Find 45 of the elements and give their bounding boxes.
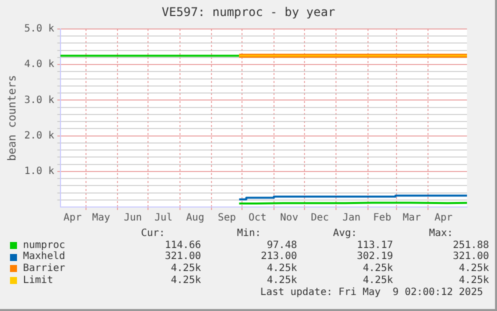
legend-label: Limit: [23, 274, 54, 287]
x-tick-label: Jan: [342, 212, 361, 224]
text: Last update: Fri May 9 02:00:12 2025: [260, 287, 483, 298]
text: Max:: [428, 228, 454, 240]
y-tick-label: 2.0 k: [24, 130, 54, 142]
y-tick-label: 5.0 k: [24, 24, 54, 35]
text: 4.25k: [362, 274, 393, 287]
x-tick-label: Mar: [402, 212, 421, 224]
x-tick-label: Nov: [280, 212, 298, 224]
text: 114.66: [164, 240, 201, 252]
text: 97.48: [266, 240, 297, 252]
y-axis-title: bean counters: [5, 74, 18, 162]
x-tick-label: Sep: [218, 212, 236, 224]
text: 321.00: [452, 251, 489, 263]
text: Avg:: [332, 228, 358, 240]
text: 113.17: [356, 240, 393, 252]
text: 4.25k: [362, 263, 393, 275]
text: Cur:: [140, 228, 166, 240]
text: 251.88: [452, 240, 489, 252]
x-tick-label: Apr: [434, 212, 453, 224]
x-tick-label: Aug: [186, 212, 204, 224]
text: 213.00: [260, 251, 297, 263]
text: 4.25k: [266, 263, 297, 275]
text: 4.25k: [170, 274, 201, 287]
text: 4.25k: [458, 263, 489, 275]
y-tick-label: 3.0 k: [24, 94, 54, 106]
legend-label: Barrier: [23, 263, 66, 275]
y-tick-label: 1.0 k: [24, 166, 54, 177]
text: 302.19: [356, 251, 393, 263]
x-tick-label: Jul: [154, 212, 173, 224]
x-tick-label: Oct: [248, 212, 267, 224]
x-tick-label: Jun: [124, 212, 142, 224]
legend-label: Maxheld: [23, 251, 66, 263]
text: 4.25k: [266, 274, 297, 287]
x-tick-label: Apr: [64, 212, 82, 224]
text: 321.00: [164, 251, 201, 263]
chart-title: VE597: numproc - by year: [160, 5, 336, 19]
x-tick-label: May: [92, 212, 110, 224]
x-tick-label: Dec: [310, 212, 329, 224]
text: 4.25k: [170, 263, 201, 275]
legend-label: numproc: [23, 240, 66, 251]
text: 4.25k: [458, 274, 489, 287]
y-tick-label: 4.0 k: [24, 59, 54, 70]
text: Min:: [236, 228, 262, 240]
x-tick-label: Feb: [373, 212, 392, 224]
